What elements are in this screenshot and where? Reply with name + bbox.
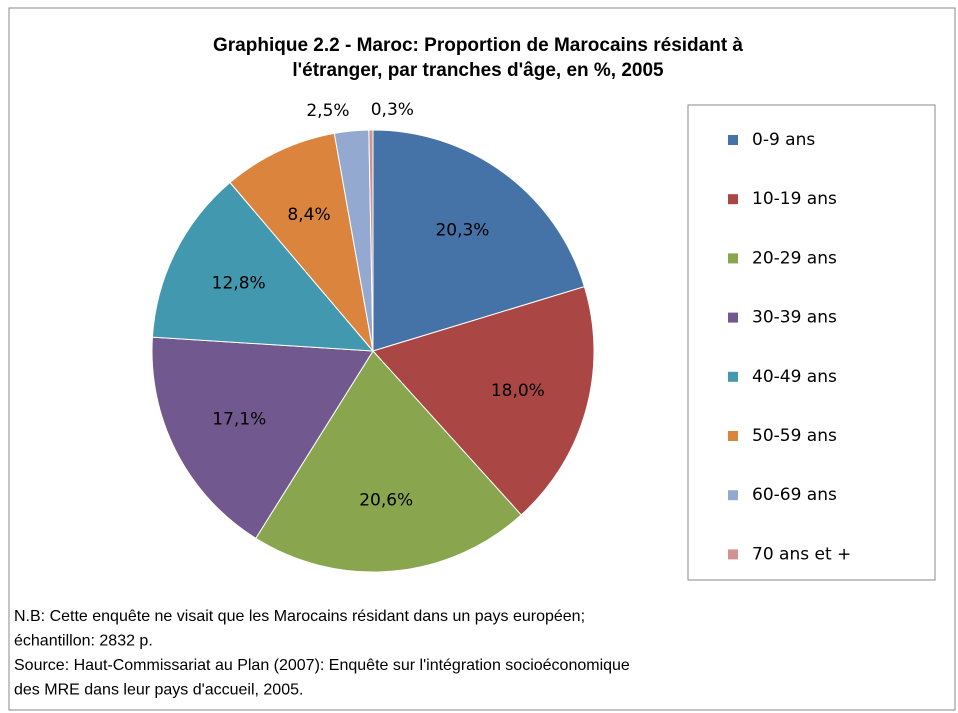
data-label: 2,5%: [306, 101, 349, 121]
data-label: 18,0%: [491, 381, 545, 401]
legend-swatch: [728, 431, 738, 441]
pie-slice: [368, 129, 374, 352]
legend-swatch: [728, 135, 738, 145]
pie-slice: [151, 336, 374, 540]
legend-swatch: [728, 371, 738, 382]
legend-swatch: [728, 312, 738, 323]
footnote: Source: Haut-Commissariat au Plan (2007)…: [14, 657, 630, 674]
legend-swatch: [728, 549, 738, 560]
data-label: 20,6%: [359, 491, 413, 511]
data-label: 20,3%: [435, 220, 489, 240]
footnote: N.B: Cette enquête ne visait que les Mar…: [14, 608, 585, 625]
legend-swatch: [728, 194, 738, 205]
pie-slice: [151, 181, 375, 352]
footnote: échantillon: 2832 p.: [14, 633, 153, 650]
legend-label: 0-9 ans: [752, 130, 815, 150]
data-label: 17,1%: [212, 410, 266, 430]
pie-slice: [229, 132, 374, 353]
legend-label: 20-29 ans: [752, 248, 837, 268]
chart-title: l'étranger, par tranches d'âge, en %, 20…: [292, 60, 664, 81]
pie-slice: [372, 286, 595, 516]
legend-label: 60-69 ans: [752, 485, 837, 505]
legend-label: 10-19 ans: [752, 189, 837, 209]
data-label: 8,4%: [287, 205, 330, 225]
legend-swatch: [728, 253, 738, 264]
legend-label: 40-49 ans: [752, 367, 837, 387]
data-label: 12,8%: [212, 274, 266, 294]
legend-label: 50-59 ans: [752, 426, 837, 446]
legend-label: 70 ans et +: [752, 544, 851, 564]
data-label: 0,3%: [371, 100, 414, 120]
pie-slice: [372, 129, 586, 352]
legend-label: 30-39 ans: [752, 308, 837, 328]
legend-box: [687, 104, 936, 581]
chart-title: Graphique 2.2 - Maroc: Proportion de Mar…: [213, 35, 743, 56]
legend-swatch: [728, 490, 738, 501]
footnote: des MRE dans leur pays d'accueil, 2005.: [14, 682, 303, 699]
pie-slice: [255, 350, 522, 573]
